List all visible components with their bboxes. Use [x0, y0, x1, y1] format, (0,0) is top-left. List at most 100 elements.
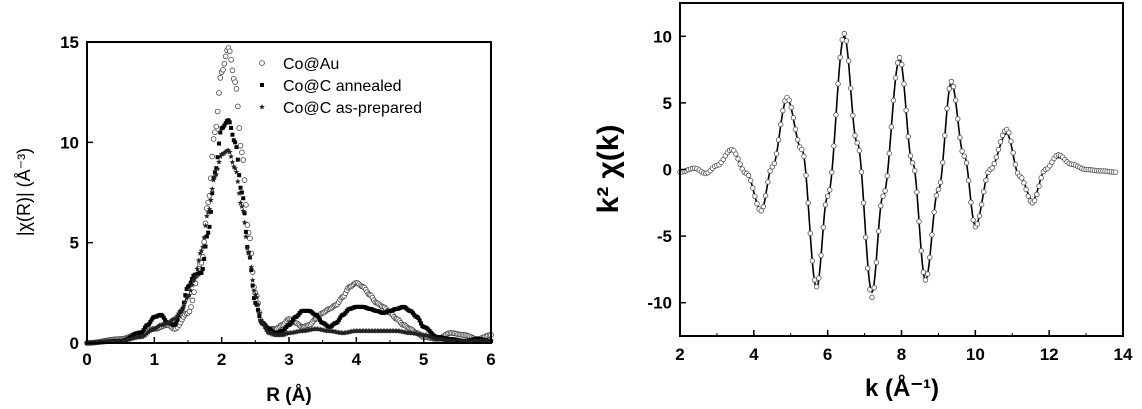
right-data-point [854, 140, 860, 146]
right-data-point [903, 107, 909, 113]
right-data-point [750, 185, 756, 191]
right-data-point [843, 38, 850, 44]
left-x-tick-label: 3 [284, 350, 293, 369]
left-series-1-point [291, 317, 296, 322]
left-series-1-point [243, 229, 248, 234]
right-y-tick-label: -10 [647, 294, 672, 313]
right-data-point [922, 277, 929, 283]
left-series-1-point [223, 121, 228, 126]
left-series-0-point [236, 125, 242, 131]
left-series-2-point [194, 266, 201, 272]
right-data-point [965, 177, 972, 184]
right-data-point [1019, 175, 1025, 181]
right-data-point [1021, 180, 1027, 186]
right-data-point [882, 188, 888, 194]
left-series-1-point [418, 321, 423, 326]
left-series-0-point [221, 60, 228, 67]
left-series-2-point [187, 287, 194, 294]
left-series-2-point [228, 153, 234, 160]
right-data-point [799, 146, 805, 153]
right-data-point [737, 161, 743, 167]
right-data-point [955, 116, 961, 122]
left-series-1-point [234, 145, 239, 150]
legend-marker-star [259, 104, 265, 110]
right-data-point [841, 30, 847, 37]
left-series-2-point [253, 294, 260, 300]
right-data-point [1036, 183, 1042, 189]
left-series-2-point [241, 219, 248, 225]
left-series-0-point [189, 297, 196, 304]
right-data-point [884, 173, 890, 179]
right-x-axis-title: k (Å⁻¹) [865, 374, 939, 402]
right-data-point [803, 172, 809, 179]
left-legend: Co@Au Co@C annealed Co@C as-prepared [259, 56, 422, 117]
right-data-point [886, 150, 892, 157]
right-data-point [933, 192, 939, 199]
right-data-point [976, 213, 983, 219]
right-data-point [918, 248, 924, 254]
left-series-1-point [251, 296, 256, 301]
left-series-0-point [213, 123, 220, 130]
legend-marker-circle [259, 60, 265, 66]
right-x-tick-label: 10 [966, 345, 985, 364]
left-series-0-point [226, 48, 233, 55]
left-series-2-point [213, 171, 220, 177]
left-series-2-point [206, 206, 213, 212]
right-data-point [809, 258, 816, 264]
left-series-1-point [148, 320, 153, 325]
right-data-point [811, 277, 818, 283]
left-series-0-point [237, 142, 244, 149]
right-data-point [946, 86, 952, 92]
right-data-point [1010, 150, 1016, 156]
left-x-tick-label: 6 [486, 350, 495, 369]
left-series-1-point [233, 140, 238, 145]
right-data-point [978, 201, 985, 208]
right-data-point [1006, 129, 1012, 136]
right-plot-data-layer [677, 30, 1119, 301]
left-series-1-point [140, 330, 145, 335]
right-data-point [957, 134, 963, 141]
left-series-1-point [238, 185, 243, 190]
right-data-point [762, 192, 769, 199]
left-series-1-point [256, 307, 261, 312]
right-y-tick-label: 0 [663, 161, 672, 180]
right-data-point [818, 252, 824, 259]
right-data-point [758, 208, 764, 214]
left-series-0-point [243, 202, 249, 208]
left-series-0-point [229, 67, 236, 74]
right-data-point [942, 132, 948, 139]
left-series-2-point [139, 333, 146, 340]
right-data-point [950, 83, 957, 90]
right-data-point [892, 75, 899, 81]
right-data-point [995, 146, 1002, 153]
left-series-0-point [232, 79, 238, 85]
left-series-0-point [205, 199, 212, 206]
left-series-1-point [229, 125, 234, 130]
right-x-tick-label: 6 [823, 345, 832, 364]
right-data-point [944, 105, 950, 112]
right-data-point [999, 132, 1006, 139]
left-y-tick-label: 0 [70, 334, 79, 353]
left-series-2-point [189, 282, 195, 288]
right-data-point [845, 58, 852, 64]
left-series-1-point [163, 318, 168, 323]
left-series-2-point [255, 301, 261, 307]
right-data-point [905, 133, 911, 140]
right-data-point [989, 165, 995, 171]
right-data-point [733, 151, 739, 157]
left-series-1-point [289, 320, 294, 325]
right-data-point [940, 159, 946, 166]
right-data-point [775, 137, 782, 143]
left-series-1-point [203, 244, 208, 249]
right-data-point [788, 104, 794, 111]
left-series-2-point [186, 292, 193, 298]
left-series-0-point [235, 103, 241, 110]
left-series-0-point [216, 90, 222, 96]
left-series-1-point [208, 209, 213, 214]
left-series-1-point [315, 313, 320, 318]
right-x-tick-label: 2 [675, 345, 684, 364]
right-data-point [871, 285, 877, 291]
right-data-point [983, 177, 989, 183]
left-series-1-point [141, 328, 146, 333]
left-series-1-point [336, 318, 341, 323]
